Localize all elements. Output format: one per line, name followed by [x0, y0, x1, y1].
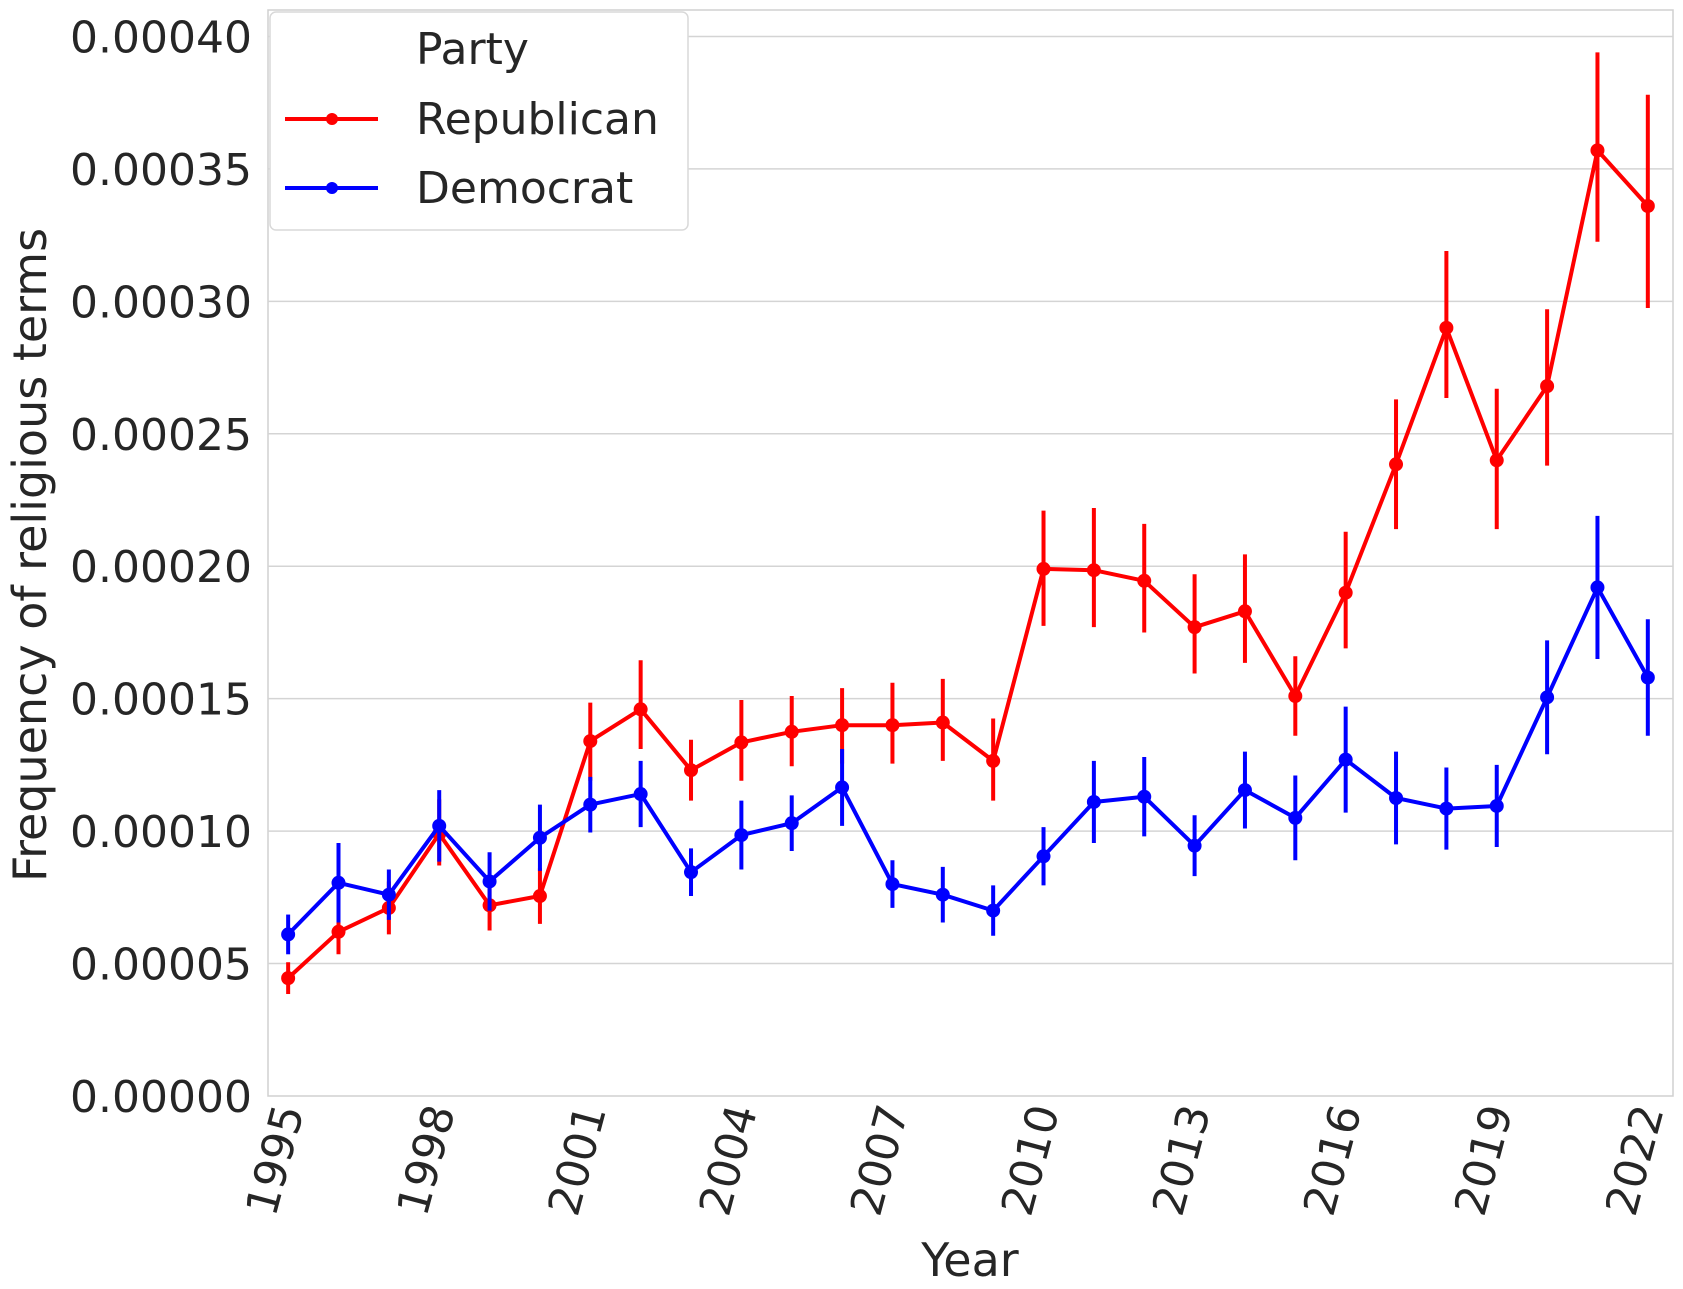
x-tick-label: 2007	[841, 1100, 919, 1221]
x-axis-title: Year	[920, 1233, 1018, 1287]
grid-lines	[268, 35, 1673, 965]
democrat-point	[381, 887, 396, 902]
democrat-point	[1389, 791, 1404, 806]
republican-point	[1489, 453, 1504, 468]
democrat-point	[1187, 838, 1202, 853]
democrat-point	[935, 887, 950, 902]
democrat-point	[1338, 752, 1353, 767]
republican-point	[1338, 585, 1353, 600]
y-tick-label: 0.00020	[70, 542, 252, 593]
republican-point	[1036, 561, 1051, 576]
legend-republican-marker	[326, 113, 338, 125]
legend-title: Party	[416, 24, 529, 75]
y-tick-label: 0.00000	[70, 1072, 252, 1123]
x-tick-label: 2022	[1596, 1100, 1674, 1221]
republican-point	[1389, 457, 1404, 472]
x-tick-label: 2010	[992, 1100, 1070, 1221]
republican-point	[935, 715, 950, 730]
x-tick-label: 2001	[539, 1100, 617, 1221]
legend: Party Republican Democrat	[269, 11, 689, 231]
democrat-point	[1086, 794, 1101, 809]
democrat-point	[1640, 670, 1655, 685]
democrat-point	[1288, 810, 1303, 825]
democrat-point	[684, 865, 699, 880]
republican-point	[1237, 604, 1252, 619]
republican-point	[583, 734, 598, 749]
republican-point	[1086, 563, 1101, 578]
x-tick-labels: 1995 1998 2001 2004 2007 2010 2013 2016 2019 2022	[237, 1100, 1675, 1221]
democrat-point	[1036, 849, 1051, 864]
democrat-point	[1540, 690, 1555, 705]
democrat-point	[482, 874, 497, 889]
republican-point	[734, 735, 749, 750]
y-axis-title: Frequency of religious terms	[3, 228, 57, 882]
legend-democrat-marker	[326, 182, 338, 194]
democrat-point	[1590, 580, 1605, 595]
democrat-point	[281, 927, 296, 942]
x-tick-label: 2016	[1294, 1100, 1372, 1221]
democrat-point	[583, 797, 598, 812]
republican-point	[684, 763, 699, 778]
legend-republican-label: Republican	[416, 94, 659, 145]
republican-point	[1187, 620, 1202, 635]
republican-point	[835, 718, 850, 733]
democrat-point	[835, 780, 850, 795]
legend-box	[269, 11, 689, 231]
legend-democrat-label: Democrat	[416, 163, 633, 214]
democrat-point	[532, 830, 547, 845]
x-tick-label: 1998	[388, 1100, 466, 1221]
republican-point	[532, 889, 547, 904]
y-tick-label: 0.00005	[70, 940, 252, 991]
series-layer	[281, 52, 1655, 995]
republican-line	[286, 148, 1650, 980]
x-tick-label: 2019	[1445, 1100, 1523, 1221]
democrat-point	[1137, 789, 1152, 804]
democrat-point	[1237, 783, 1252, 798]
democrat-point	[986, 903, 1001, 918]
democrat-point	[331, 875, 346, 890]
series-republican	[281, 52, 1655, 995]
republican-point	[1640, 199, 1655, 214]
republican-point	[1439, 320, 1454, 335]
republican-point	[885, 718, 900, 733]
democrat-point	[734, 828, 749, 843]
democrat-point	[633, 787, 648, 802]
democrat-line	[286, 585, 1650, 936]
republican-point	[331, 924, 346, 939]
republican-point	[1590, 143, 1605, 158]
republican-point	[1540, 379, 1555, 394]
republican-point	[633, 702, 648, 717]
democrat-point	[885, 877, 900, 892]
republican-point	[784, 724, 799, 739]
y-tick-label: 0.00040	[70, 12, 252, 63]
y-tick-label: 0.00010	[70, 807, 252, 858]
republican-point	[1288, 689, 1303, 704]
y-tick-labels: 0.00000 0.00005 0.00010 0.00015 0.00020 0.000…	[70, 12, 252, 1123]
democrat-point	[1439, 801, 1454, 816]
x-tick-label: 2013	[1143, 1100, 1221, 1221]
x-tick-label: 2004	[690, 1100, 768, 1221]
democrat-point	[1489, 798, 1504, 813]
series-democrat	[281, 515, 1655, 955]
democrat-point	[784, 816, 799, 831]
democrat-point	[432, 818, 447, 833]
y-tick-label: 0.00030	[70, 277, 252, 328]
republican-point	[986, 753, 1001, 768]
republican-point	[1137, 573, 1152, 588]
y-tick-label: 0.00025	[70, 410, 252, 461]
republican-point	[281, 971, 296, 986]
y-tick-label: 0.00035	[70, 145, 252, 196]
y-tick-label: 0.00015	[70, 675, 252, 726]
